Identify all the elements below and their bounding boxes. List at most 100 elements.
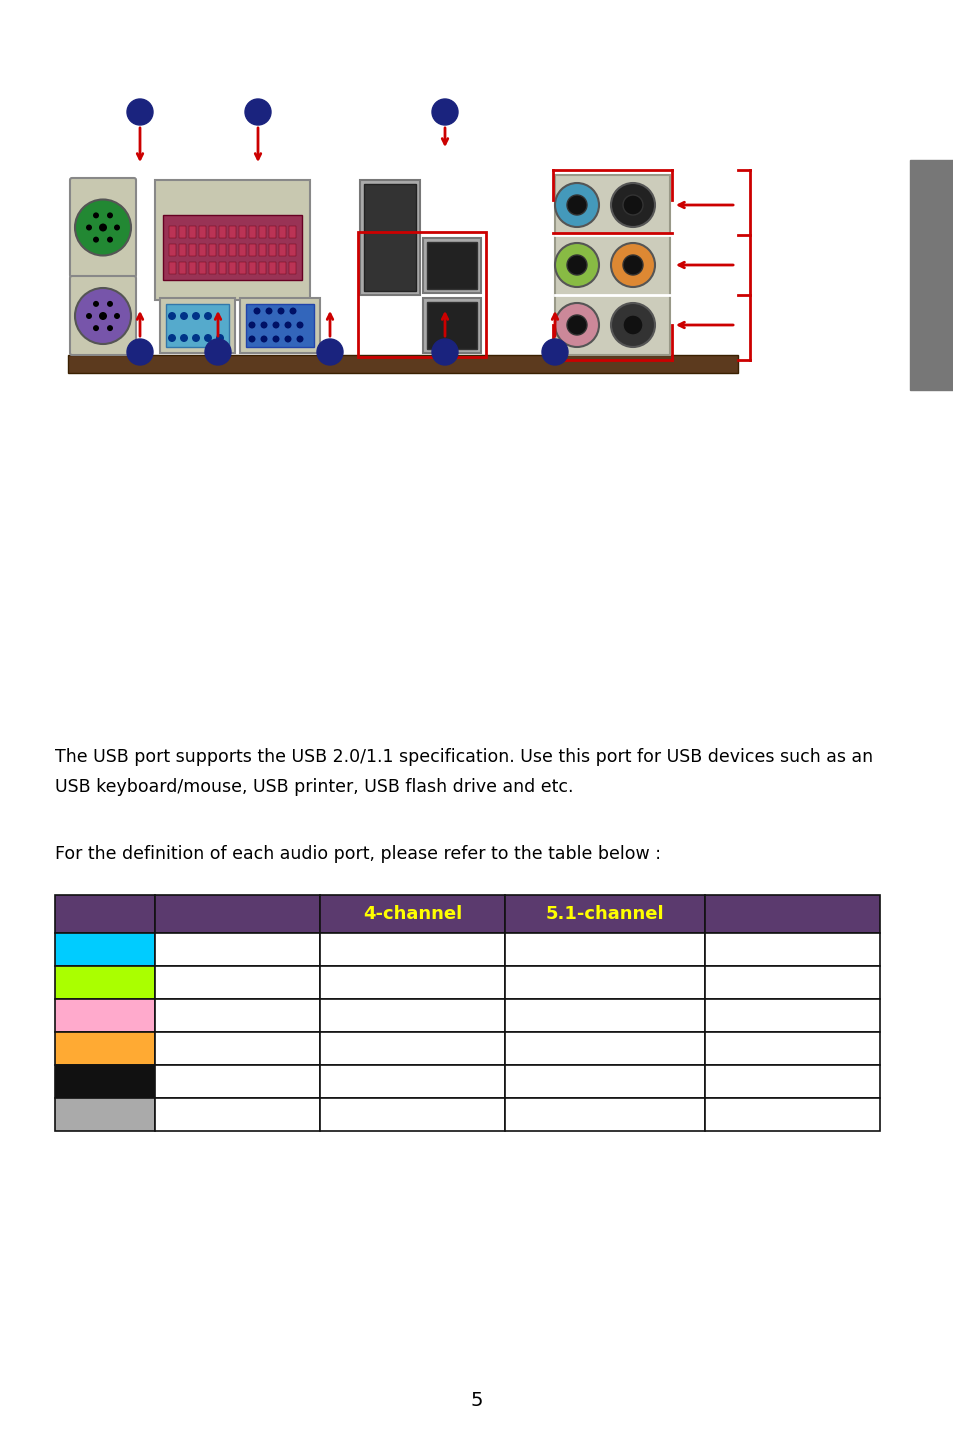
Bar: [209, 261, 215, 274]
Circle shape: [555, 242, 598, 287]
Bar: [504, 894, 704, 934]
Circle shape: [86, 314, 91, 319]
Bar: [704, 894, 879, 934]
Bar: [154, 894, 319, 934]
Circle shape: [99, 312, 107, 319]
Bar: [219, 261, 226, 274]
Circle shape: [284, 321, 292, 328]
Bar: [240, 298, 319, 353]
Circle shape: [75, 199, 131, 256]
Bar: [289, 261, 295, 274]
Bar: [55, 966, 154, 999]
Bar: [55, 1064, 154, 1098]
Bar: [704, 934, 879, 966]
Circle shape: [432, 338, 457, 364]
Bar: [319, 999, 504, 1032]
Bar: [154, 934, 319, 966]
Bar: [55, 1098, 154, 1131]
Circle shape: [289, 308, 296, 315]
Circle shape: [566, 315, 586, 335]
Text: 5: 5: [470, 1391, 483, 1410]
Circle shape: [107, 301, 112, 306]
Circle shape: [75, 287, 131, 344]
Bar: [189, 244, 195, 256]
Circle shape: [248, 321, 255, 328]
Bar: [319, 1098, 504, 1131]
Bar: [909, 160, 953, 391]
Circle shape: [107, 325, 112, 331]
Circle shape: [192, 334, 200, 343]
Bar: [278, 261, 286, 274]
Bar: [504, 1098, 704, 1131]
Circle shape: [168, 334, 175, 343]
Circle shape: [99, 224, 107, 231]
Circle shape: [92, 325, 99, 331]
Bar: [199, 244, 206, 256]
Bar: [269, 227, 275, 238]
Circle shape: [92, 237, 99, 242]
Bar: [154, 1064, 319, 1098]
Bar: [289, 244, 295, 256]
Bar: [504, 1032, 704, 1064]
Bar: [359, 180, 419, 295]
Circle shape: [610, 303, 655, 347]
Circle shape: [273, 321, 279, 328]
Circle shape: [204, 312, 212, 319]
Circle shape: [260, 335, 267, 343]
Circle shape: [168, 312, 175, 319]
Bar: [154, 1032, 319, 1064]
Bar: [229, 261, 235, 274]
Bar: [319, 1032, 504, 1064]
Bar: [179, 227, 186, 238]
Circle shape: [113, 314, 120, 319]
Bar: [160, 298, 234, 353]
Circle shape: [622, 256, 642, 274]
Bar: [55, 934, 154, 966]
Circle shape: [248, 335, 255, 343]
Circle shape: [180, 334, 188, 343]
Bar: [422, 298, 480, 353]
Circle shape: [622, 195, 642, 215]
Bar: [219, 227, 226, 238]
Bar: [219, 244, 226, 256]
Bar: [289, 227, 295, 238]
Bar: [246, 303, 314, 347]
Bar: [555, 176, 669, 354]
Bar: [258, 261, 266, 274]
Circle shape: [284, 335, 292, 343]
Bar: [504, 966, 704, 999]
Bar: [269, 261, 275, 274]
Bar: [278, 227, 286, 238]
Circle shape: [432, 99, 457, 125]
Circle shape: [316, 338, 343, 364]
Circle shape: [107, 237, 112, 242]
Bar: [249, 227, 255, 238]
Bar: [169, 244, 175, 256]
Circle shape: [566, 256, 586, 274]
Circle shape: [192, 312, 200, 319]
Bar: [169, 261, 175, 274]
Bar: [154, 966, 319, 999]
Bar: [229, 244, 235, 256]
Circle shape: [277, 308, 284, 315]
Circle shape: [265, 308, 273, 315]
Bar: [239, 227, 246, 238]
Bar: [504, 1064, 704, 1098]
Bar: [55, 1032, 154, 1064]
Circle shape: [622, 315, 642, 335]
Bar: [704, 1098, 879, 1131]
FancyBboxPatch shape: [70, 276, 136, 354]
Bar: [704, 1032, 879, 1064]
Bar: [154, 180, 310, 301]
Bar: [154, 1098, 319, 1131]
Circle shape: [245, 99, 271, 125]
FancyBboxPatch shape: [70, 179, 136, 277]
Bar: [209, 227, 215, 238]
Bar: [422, 238, 480, 293]
Text: 5.1-channel: 5.1-channel: [545, 905, 663, 923]
Circle shape: [92, 212, 99, 218]
Text: USB keyboard/mouse, USB printer, USB flash drive and etc.: USB keyboard/mouse, USB printer, USB fla…: [55, 778, 573, 796]
Bar: [229, 227, 235, 238]
Bar: [278, 244, 286, 256]
Text: For the definition of each audio port, please refer to the table below :: For the definition of each audio port, p…: [55, 845, 660, 862]
